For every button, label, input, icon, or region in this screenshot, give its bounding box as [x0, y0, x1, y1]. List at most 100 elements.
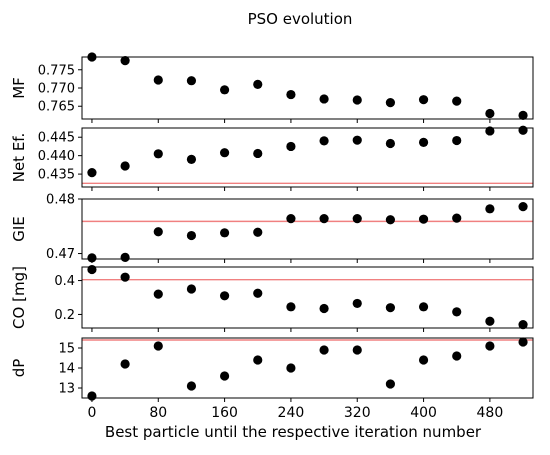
data-point-1-12 — [452, 96, 462, 106]
data-point-2-5 — [219, 148, 230, 158]
data-point-3-2 — [120, 252, 130, 262]
x-tick-label-7: 480 — [477, 405, 504, 421]
data-point-3-14 — [518, 202, 528, 212]
data-point-2-11 — [418, 137, 429, 147]
data-point-2-13 — [485, 126, 495, 136]
y-tick-label-1-3: 0.775 — [38, 63, 75, 78]
data-point-5-5 — [219, 371, 230, 381]
data-point-4-12 — [452, 307, 462, 317]
data-point-1-3 — [153, 75, 163, 85]
y-tick-label-1-1: 0.765 — [38, 100, 75, 115]
data-point-1-8 — [319, 94, 329, 104]
panel-frame-3 — [81, 198, 534, 260]
x-tick-label-6: 400 — [410, 405, 437, 421]
data-point-3-8 — [319, 214, 329, 224]
y-tick-label-2-2: 0.440 — [38, 149, 75, 164]
data-point-2-12 — [452, 135, 462, 146]
data-point-3-6 — [253, 227, 263, 237]
data-point-3-5 — [219, 228, 230, 238]
data-point-3-11 — [418, 214, 429, 224]
data-point-3-10 — [385, 215, 396, 225]
y-tick-label-5-1: 13 — [58, 382, 75, 397]
y-tick-label-4-2: 0.4 — [54, 274, 75, 289]
data-point-4-9 — [352, 298, 362, 309]
x-tick-label-1: 0 — [87, 405, 96, 421]
x-tick-label-3: 160 — [211, 405, 238, 421]
data-point-3-1 — [87, 253, 97, 263]
data-point-4-11 — [418, 302, 429, 312]
data-point-5-13 — [485, 341, 495, 351]
data-point-2-8 — [319, 136, 329, 146]
data-point-3-13 — [485, 204, 495, 214]
data-point-3-4 — [186, 230, 197, 241]
data-point-1-13 — [485, 108, 495, 119]
data-point-2-4 — [186, 154, 197, 164]
data-point-1-7 — [286, 89, 296, 100]
x-axis-label: Best particle until the respective itera… — [105, 423, 482, 441]
panel-frame-1 — [81, 56, 534, 120]
data-point-4-1 — [87, 264, 97, 275]
data-point-1-6 — [253, 79, 263, 89]
y-tick-label-1-2: 0.770 — [38, 82, 75, 97]
panel-frame-4 — [81, 266, 534, 329]
data-point-1-5 — [219, 85, 230, 95]
data-point-2-14 — [518, 125, 528, 135]
data-point-5-9 — [352, 345, 362, 355]
data-point-2-10 — [385, 138, 396, 149]
data-point-5-3 — [153, 341, 163, 351]
data-point-1-14 — [518, 110, 528, 120]
y-tick-label-4-1: 0.2 — [54, 308, 75, 323]
y-tick-label-5-3: 15 — [58, 342, 75, 357]
data-point-3-7 — [286, 214, 296, 224]
data-point-2-2 — [120, 161, 130, 171]
y-tick-label-2-1: 0.435 — [38, 168, 75, 183]
y-tick-label-5-2: 14 — [58, 362, 75, 377]
y-axis-label-1: MF — [10, 77, 28, 99]
y-axis-label-4: CO [mg] — [10, 266, 28, 329]
x-tick-label-2: 80 — [149, 405, 167, 421]
data-point-4-14 — [518, 320, 528, 330]
y-axis-label-3: GIE — [10, 216, 28, 242]
data-point-4-2 — [120, 272, 130, 282]
data-point-4-4 — [186, 284, 197, 294]
y-tick-label-3-2: 0.48 — [46, 193, 75, 208]
data-point-5-11 — [418, 355, 429, 365]
data-point-3-9 — [352, 214, 362, 224]
data-point-4-3 — [153, 289, 163, 299]
chart-title: PSO evolution — [248, 10, 353, 28]
data-point-4-8 — [319, 303, 329, 314]
y-axis-label-5: dP — [10, 359, 28, 378]
data-point-1-2 — [120, 56, 130, 66]
y-axis-label-2: Net Ef. — [10, 133, 28, 183]
data-point-2-1 — [87, 168, 97, 178]
panel-frame-5 — [81, 337, 534, 399]
data-point-4-5 — [219, 291, 230, 301]
data-point-5-12 — [452, 351, 462, 361]
data-point-3-12 — [452, 213, 462, 223]
data-point-5-10 — [385, 379, 396, 389]
data-point-4-10 — [385, 303, 396, 313]
x-tick-label-4: 240 — [278, 405, 305, 421]
data-point-2-3 — [153, 149, 163, 159]
data-point-5-7 — [286, 363, 296, 373]
data-point-4-7 — [286, 302, 296, 312]
data-point-1-10 — [385, 97, 396, 108]
data-point-4-13 — [485, 316, 495, 326]
data-point-1-4 — [186, 76, 197, 86]
data-point-3-3 — [153, 227, 163, 237]
data-point-4-6 — [253, 288, 263, 298]
data-point-2-7 — [286, 141, 296, 152]
data-point-2-6 — [253, 148, 263, 159]
data-point-5-6 — [253, 355, 263, 365]
data-point-1-11 — [418, 95, 429, 105]
data-point-5-14 — [518, 337, 528, 347]
y-tick-label-2-3: 0.445 — [38, 131, 75, 146]
panel-frame-2 — [81, 127, 534, 188]
data-point-5-4 — [186, 381, 197, 391]
y-tick-label-3-1: 0.47 — [46, 247, 75, 262]
data-point-5-8 — [319, 345, 329, 355]
x-tick-label-5: 320 — [344, 405, 371, 421]
data-point-2-9 — [352, 135, 362, 145]
